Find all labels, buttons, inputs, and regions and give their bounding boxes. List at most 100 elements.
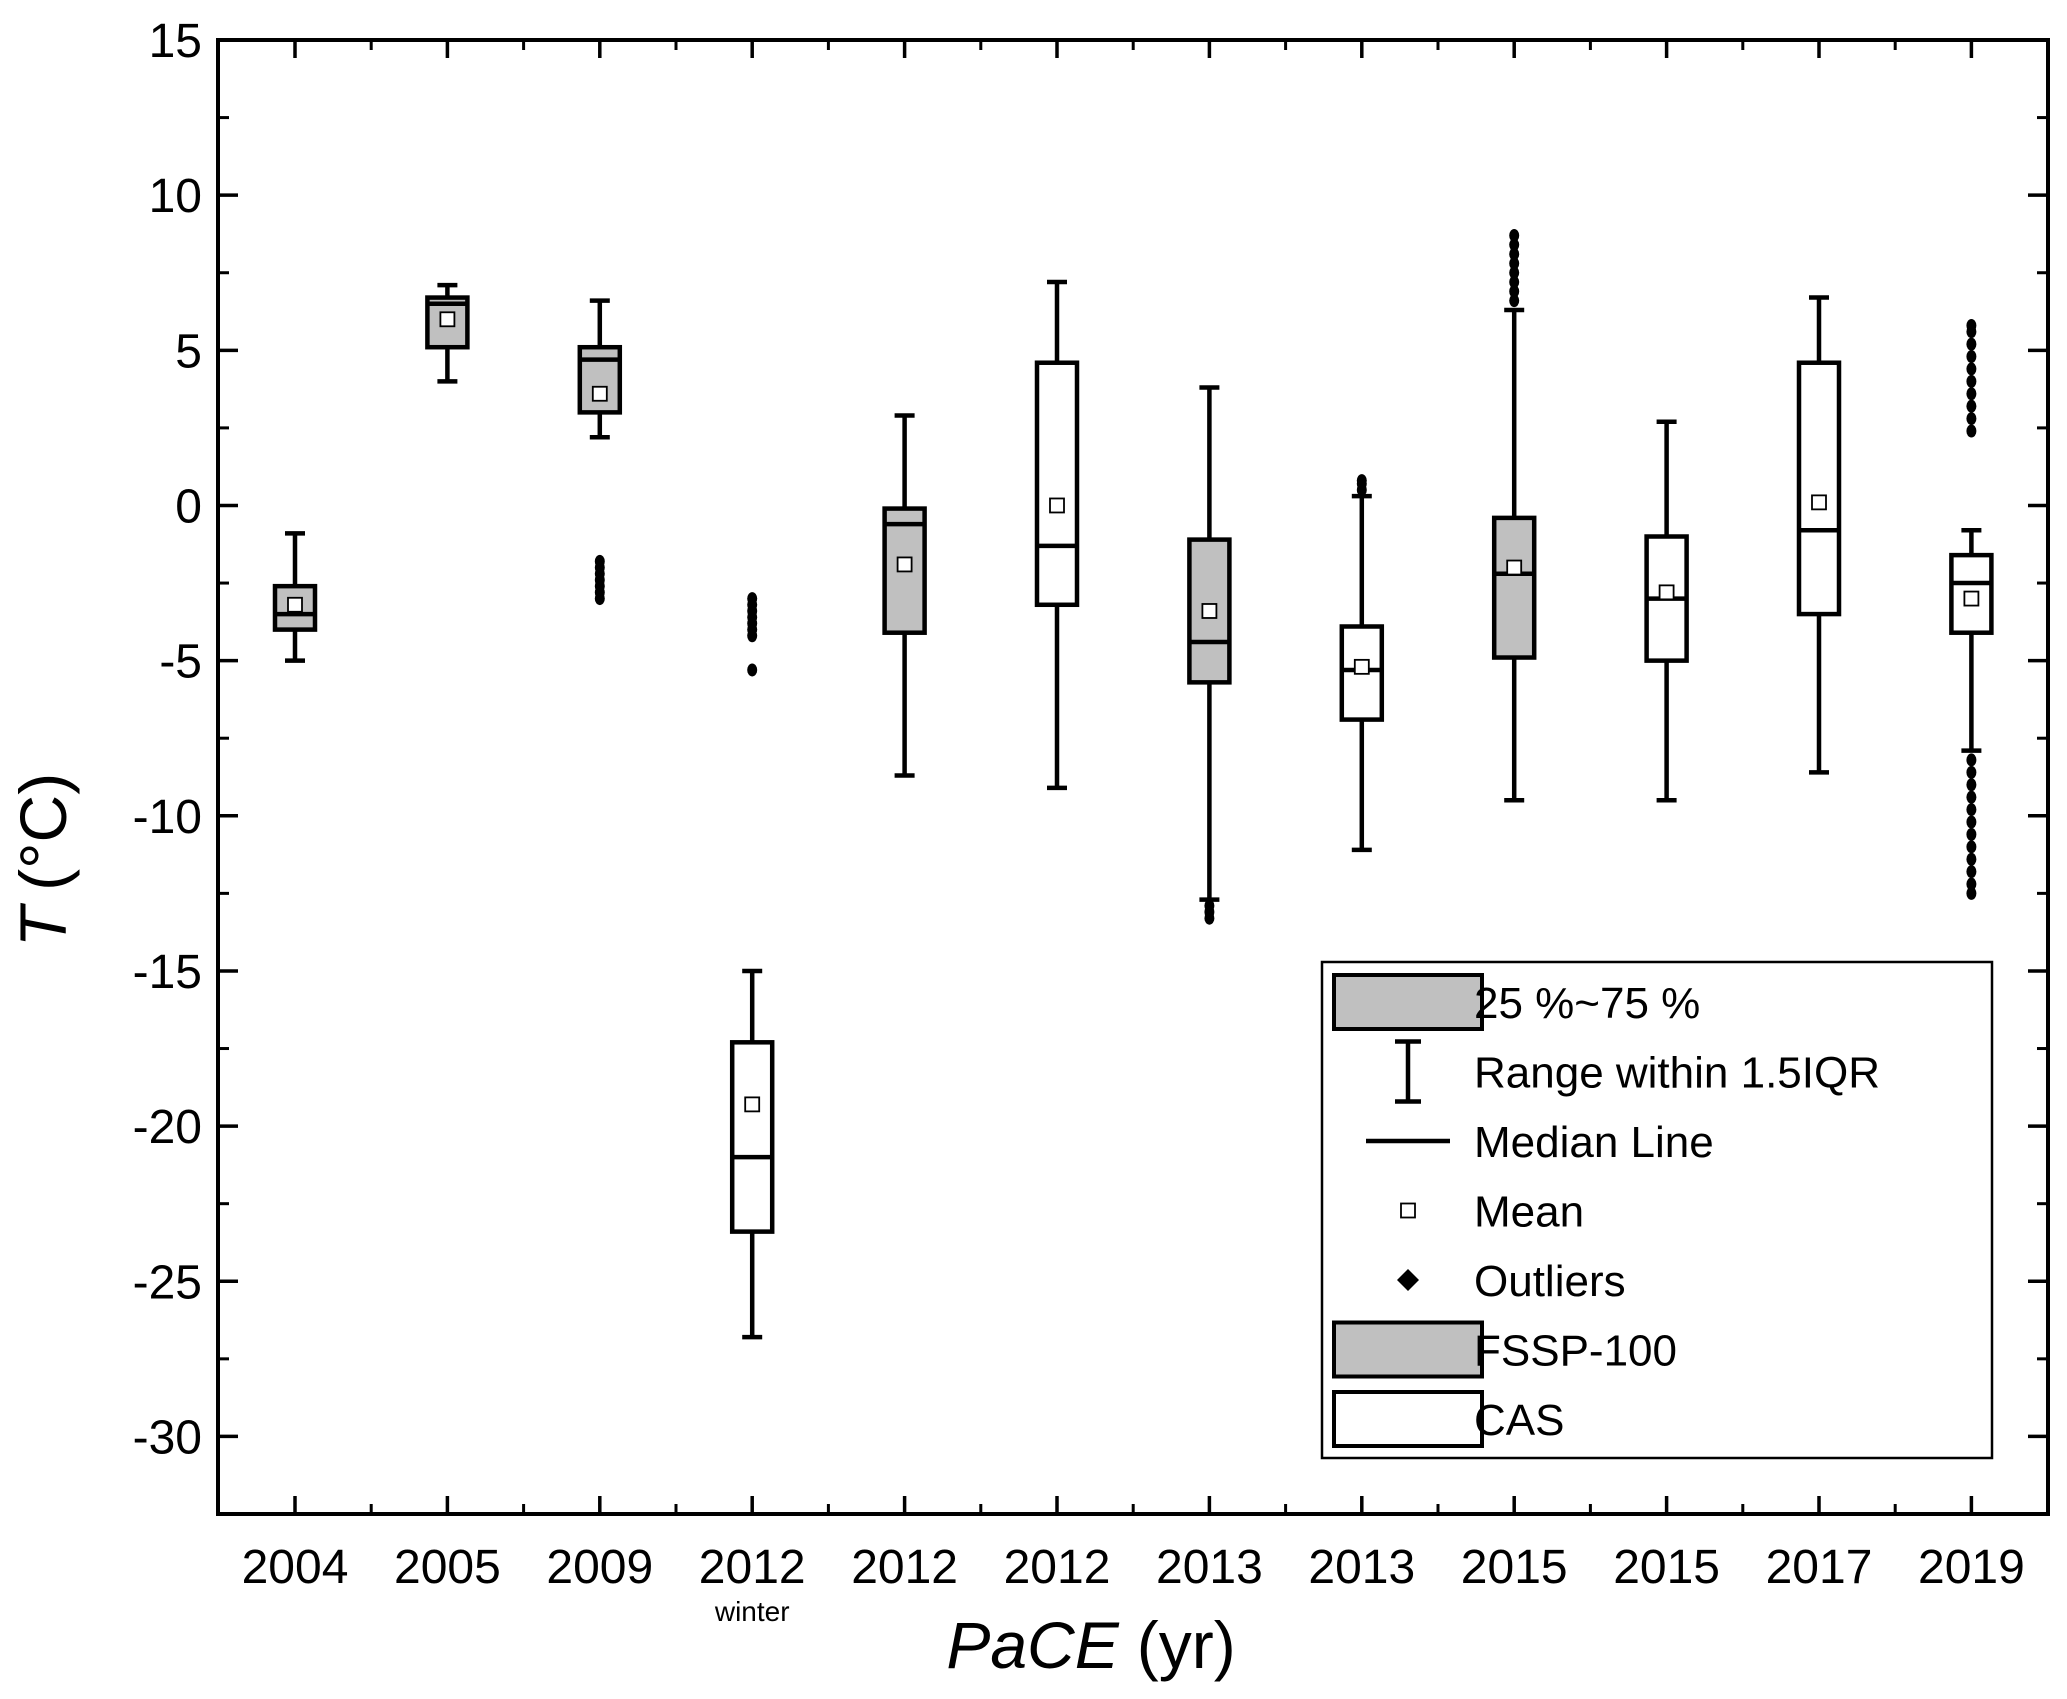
x-tick-sublabel: winter: [714, 1596, 790, 1627]
box-group-4: [729, 592, 775, 1340]
box-group-9: [1491, 228, 1537, 803]
x-tick-label: 2012: [699, 1541, 806, 1594]
x-tick-label: 2012: [1004, 1541, 1111, 1594]
outlier-point: [1966, 399, 1977, 413]
y-axis-label-symbol: T: [6, 902, 80, 947]
legend-label: Mean: [1474, 1188, 1584, 1237]
legend-label: 25 %~75 %: [1474, 979, 1700, 1028]
legend-label: CAS: [1474, 1396, 1564, 1445]
legend: 25 %~75 % Range within 1.5IQR Median Line M…: [1320, 960, 1994, 1460]
x-tick-label: 2009: [546, 1541, 653, 1594]
y-tick-label: 15: [149, 15, 202, 68]
outlier-point: [1966, 765, 1977, 779]
legend-swatch-box: [1332, 1320, 1484, 1379]
outlier-point: [1966, 865, 1977, 879]
outlier-point: [1204, 911, 1215, 925]
y-tick-label: -5: [159, 636, 202, 689]
outlier-point: [1966, 840, 1977, 854]
outlier-point: [1966, 387, 1977, 401]
outlier-point: [1966, 886, 1977, 900]
outlier-point: [1509, 284, 1520, 298]
outlier-point: [1966, 424, 1977, 438]
y-tick-label: 0: [175, 480, 202, 533]
outlier-point: [1966, 318, 1977, 332]
x-axis-label-unit: (yr): [1137, 1608, 1236, 1682]
box-group-2: [425, 282, 470, 384]
mean-marker: [1049, 497, 1065, 514]
x-tick-label: 2005: [394, 1541, 501, 1594]
outlier-point: [1356, 474, 1367, 488]
legend-label: Range within 1.5IQR: [1474, 1049, 1880, 1098]
outlier-point: [1966, 778, 1977, 792]
outlier-point: [1966, 827, 1977, 841]
y-axis-label-unit: (°C): [6, 773, 80, 891]
x-tick-label: 2015: [1461, 1541, 1568, 1594]
legend-swatch-box: [1332, 1390, 1484, 1448]
outlier-point: [1966, 803, 1977, 817]
legend-item-box_gray: 25 %~75 %: [1332, 973, 1700, 1031]
x-tick-label: 2012: [851, 1541, 958, 1594]
legend-swatch-outlier: [1397, 1269, 1419, 1291]
mean-marker: [287, 596, 303, 613]
outlier-point: [1966, 852, 1977, 866]
x-tick-label: 2004: [242, 1541, 349, 1594]
outlier-point: [1509, 238, 1520, 252]
outlier-point: [1966, 362, 1977, 376]
outlier-point: [594, 592, 605, 606]
box-group-3: [577, 298, 623, 606]
box-iqr: [577, 344, 623, 415]
mean-marker: [1506, 559, 1523, 576]
outlier-point: [1509, 256, 1520, 270]
y-tick-label: -30: [133, 1411, 202, 1464]
mean-marker: [439, 311, 456, 328]
y-tick-label: -15: [133, 946, 202, 999]
outlier-point: [1966, 374, 1977, 388]
legend-item-mean: Mean: [1400, 1188, 1584, 1237]
legend-label: FSSP-100: [1474, 1327, 1677, 1376]
box-group-12: [1949, 318, 1994, 900]
outlier-point: [1509, 294, 1520, 308]
outlier-point: [1966, 790, 1977, 804]
boxes-layer: [272, 228, 1994, 1340]
box-group-6: [1034, 279, 1080, 791]
mean-marker: [1201, 603, 1218, 619]
outlier-point: [1966, 350, 1977, 364]
box-group-1: [272, 531, 318, 663]
outlier-point: [1509, 247, 1520, 261]
y-tick-label: -25: [133, 1256, 202, 1309]
legend-label: Median Line: [1474, 1118, 1714, 1167]
legend-item-outlier: Outliers: [1397, 1257, 1626, 1306]
outlier-point: [1966, 753, 1977, 767]
box-iqr: [1491, 515, 1537, 660]
legend-label: Outliers: [1474, 1257, 1626, 1306]
legend-item-box_gray: FSSP-100: [1332, 1320, 1677, 1379]
mean-marker: [1963, 590, 1980, 607]
legend-item-median: Median Line: [1366, 1118, 1714, 1167]
outlier-point: [1966, 412, 1977, 426]
legend-item-whisker: Range within 1.5IQR: [1395, 1039, 1880, 1104]
legend-item-box_white: CAS: [1332, 1390, 1564, 1448]
outlier-point: [747, 663, 758, 677]
mean-marker: [896, 556, 913, 573]
y-tick-label: -10: [133, 791, 202, 844]
box-group-5: [882, 413, 927, 778]
outlier-point: [1509, 275, 1520, 289]
y-tick-label: 5: [175, 325, 202, 378]
outlier-point: [1509, 266, 1520, 280]
x-tick-label: 2013: [1156, 1541, 1263, 1594]
box-iqr: [1034, 360, 1080, 608]
outlier-point: [1966, 337, 1977, 351]
y-tick-label: -20: [133, 1101, 202, 1154]
box-group-7: [1187, 385, 1232, 925]
outlier-point: [747, 629, 758, 643]
outlier-point: [1966, 815, 1977, 829]
y-axis-label: T (°C): [6, 773, 80, 947]
mean-marker: [744, 1096, 761, 1113]
box-group-10: [1644, 419, 1689, 803]
legend-swatch-mean: [1400, 1202, 1416, 1219]
mean-marker: [591, 385, 608, 402]
mean-marker: [1811, 494, 1827, 511]
y-tick-label: 10: [149, 170, 202, 223]
x-tick-label: 2019: [1918, 1541, 2025, 1594]
box-iqr: [729, 1040, 775, 1234]
